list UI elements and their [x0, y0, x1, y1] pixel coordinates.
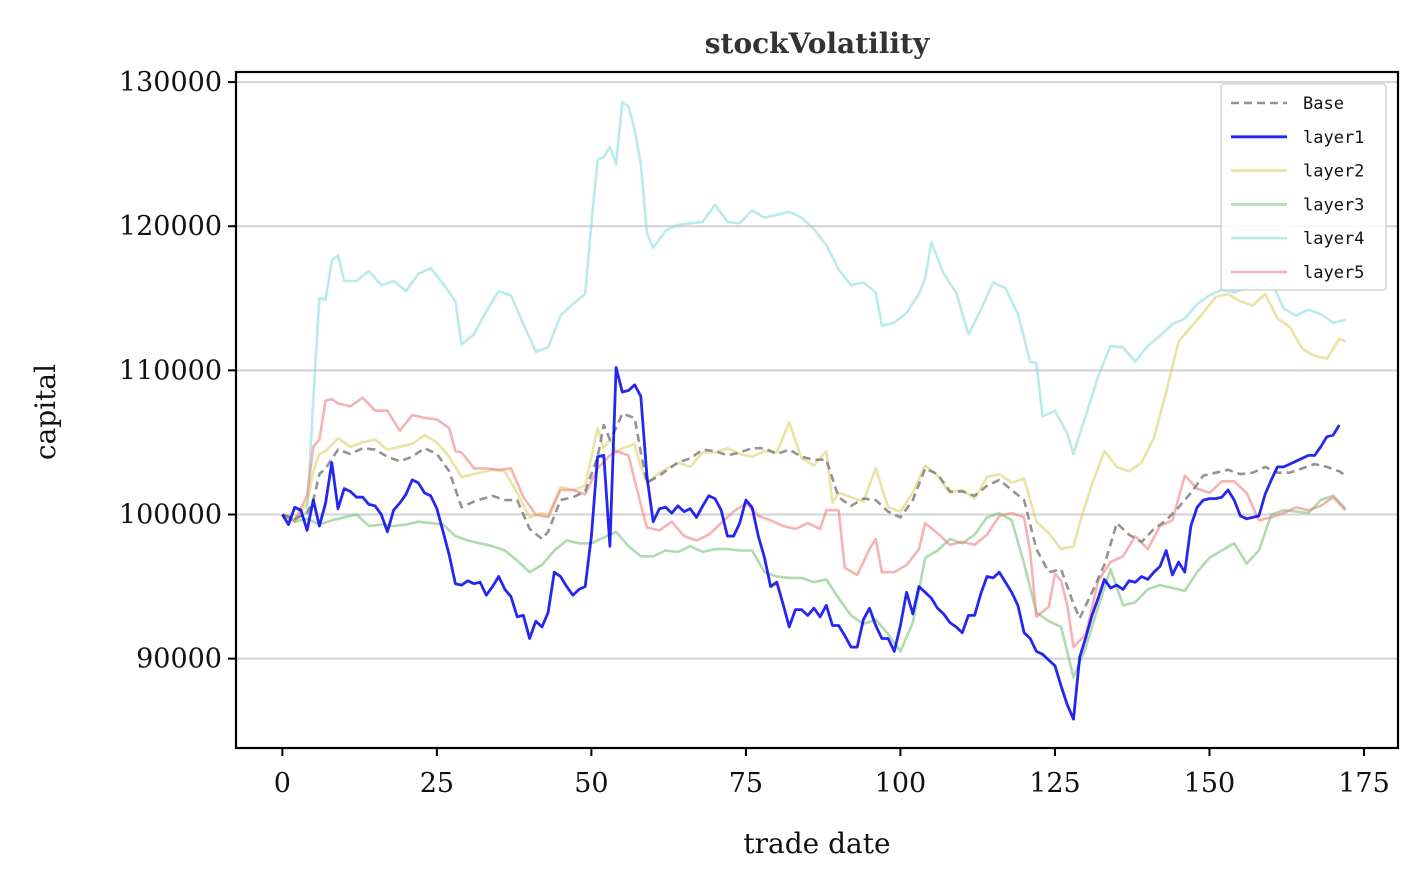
x-tick-label: 25 [420, 768, 454, 799]
series-line-base [281, 412, 1347, 620]
series-line-layer4 [281, 101, 1346, 522]
chart-title: stockVolatility [705, 27, 930, 60]
y-tick-label: 100000 [119, 499, 222, 530]
legend-label-layer5: layer5 [1303, 263, 1364, 283]
legend-label-layer3: layer3 [1303, 195, 1364, 215]
x-tick-label: 175 [1338, 768, 1390, 799]
series-line-layer2 [281, 292, 1347, 551]
legend: Base layer1 layer2 layer3 layer4 layer5 [1220, 83, 1387, 291]
x-tick-label: 125 [1029, 768, 1081, 799]
legend-box [1220, 83, 1387, 291]
legend-entries: Base layer1 layer2 layer3 layer4 layer5 [1231, 94, 1364, 283]
x-tick-label: 75 [729, 768, 763, 799]
plot-area-frame [234, 70, 1400, 750]
x-tick-label: 0 [274, 768, 291, 799]
series-lines [281, 101, 1347, 721]
y-tick-label: 110000 [119, 355, 222, 386]
legend-label-layer2: layer2 [1303, 162, 1364, 182]
x-tick-label: 150 [1184, 768, 1236, 799]
gridlines [236, 81, 1398, 660]
x-axis-label: trade date [743, 827, 890, 860]
y-axis-label: capital [29, 364, 62, 460]
series-line-layer3 [281, 494, 1347, 679]
y-tick-label: 120000 [119, 211, 222, 242]
legend-label-base: Base [1303, 94, 1344, 114]
legend-label-layer1: layer1 [1303, 128, 1364, 148]
x-tick-label: 100 [875, 768, 927, 799]
legend-label-layer4: layer4 [1303, 229, 1364, 249]
y-tick-label: 90000 [136, 644, 222, 675]
y-tick-label: 130000 [119, 67, 222, 98]
series-line-layer5 [281, 396, 1347, 649]
series-line-layer1 [281, 366, 1341, 721]
x-tick-label: 50 [574, 768, 608, 799]
axis-ticks: 90000 100000 110000 120000 130000 0 25 50 75 100 1… [119, 67, 1390, 799]
